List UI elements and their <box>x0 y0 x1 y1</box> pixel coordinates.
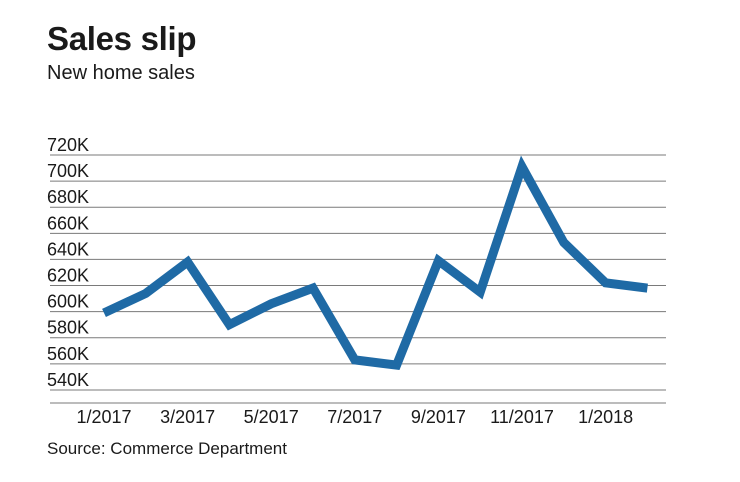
chart-title: Sales slip <box>47 20 197 57</box>
y-tick-label: 600K <box>47 292 89 312</box>
y-tick-label: 720K <box>47 135 89 155</box>
chart-subtitle: New home sales <box>47 62 195 84</box>
y-tick-label: 560K <box>47 344 89 364</box>
x-tick-label: 5/2017 <box>244 407 299 427</box>
source-note: Source: Commerce Department <box>47 439 287 458</box>
series-line <box>102 155 648 370</box>
x-tick-label: 7/2017 <box>327 407 382 427</box>
y-axis-labels: 540K 560K 580K 600K 620K 640K 660K 680K 700K 720K <box>47 135 89 390</box>
y-tick-label: 640K <box>47 239 89 259</box>
x-tick-label: 9/2017 <box>411 407 466 427</box>
x-tick-label: 11/2017 <box>490 407 554 427</box>
y-tick-label: 680K <box>47 187 89 207</box>
x-tick-label: 1/2018 <box>578 407 633 427</box>
grid-lines <box>50 154 666 404</box>
x-tick-label: 3/2017 <box>160 407 215 427</box>
x-axis-labels: 1/2017 3/2017 5/2017 7/2017 9/2017 11/2017 1/2… <box>76 407 633 427</box>
y-tick-label: 660K <box>47 213 89 233</box>
y-tick-label: 540K <box>47 370 89 390</box>
series-layer <box>102 155 648 370</box>
y-tick-label: 620K <box>47 266 89 286</box>
x-tick-label: 1/2017 <box>76 407 131 427</box>
y-tick-label: 700K <box>47 161 89 181</box>
y-tick-label: 580K <box>47 318 89 338</box>
